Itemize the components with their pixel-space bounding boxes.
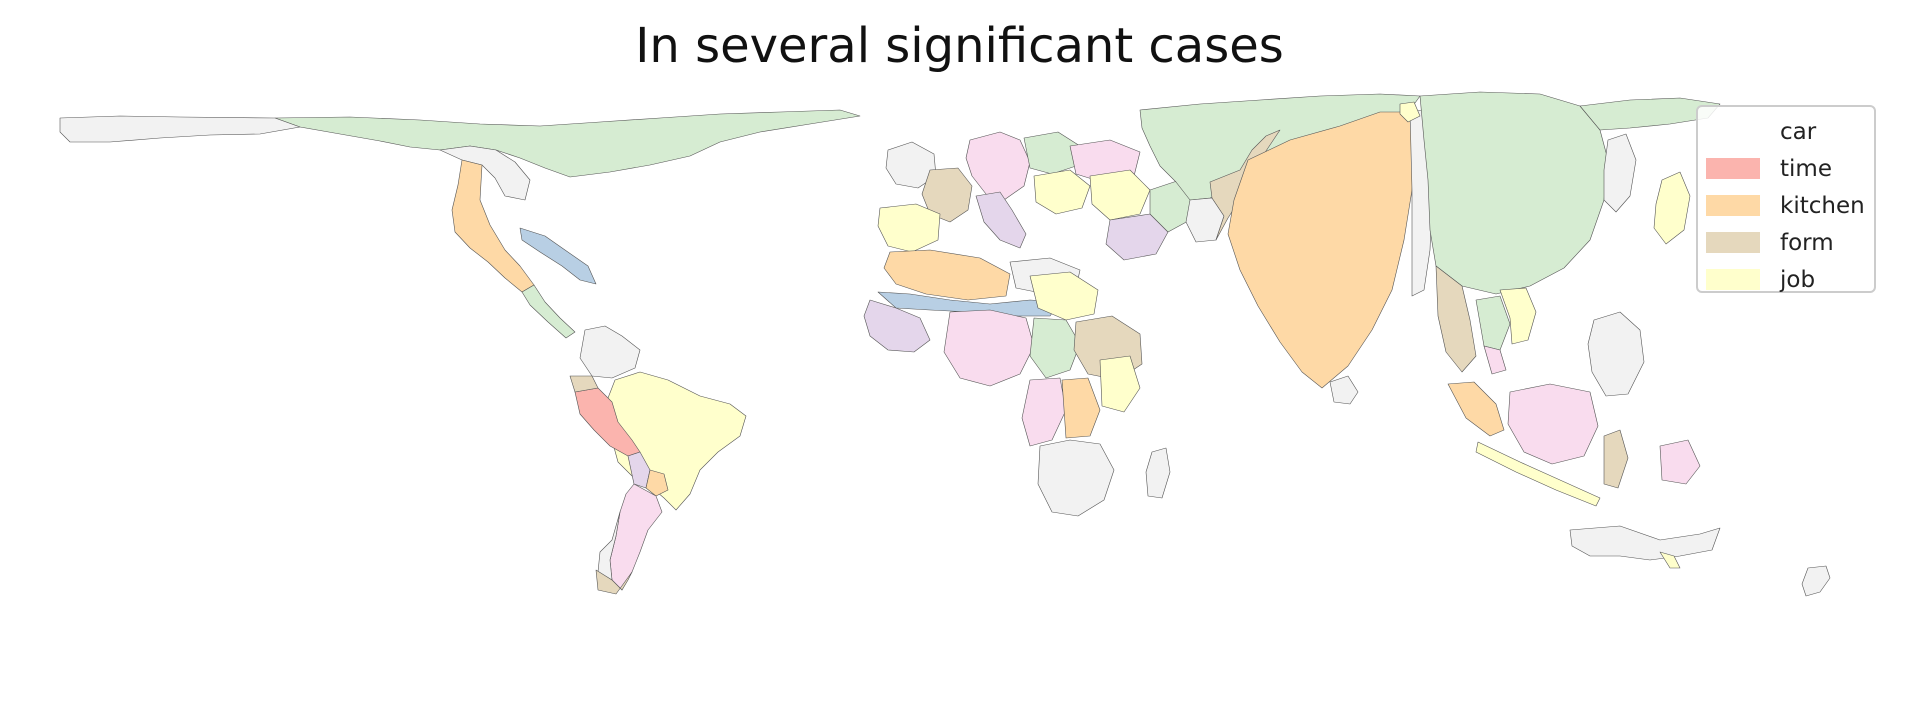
- region-argentina: [609, 483, 663, 591]
- region-philippines: [1587, 311, 1645, 397]
- legend-swatch-car: [1706, 121, 1760, 142]
- region-tasmania: [1659, 551, 1681, 569]
- region-canada: [274, 109, 861, 178]
- region-new-zealand: [1801, 565, 1831, 597]
- map-title: In several significant cases: [635, 18, 1284, 74]
- legend-label-job: job: [1780, 266, 1816, 293]
- region-north-south-america: [579, 325, 641, 379]
- region-png: [1659, 439, 1701, 485]
- region-sri-lanka: [1329, 375, 1359, 405]
- region-morocco-algeria: [883, 249, 1011, 301]
- region-east-africa: [1029, 317, 1081, 379]
- region-alaska: [59, 115, 301, 143]
- region-southern-africa: [1037, 439, 1115, 517]
- region-iberia: [877, 203, 941, 253]
- region-vietnam: [1499, 287, 1537, 345]
- region-thailand: [1475, 295, 1511, 351]
- region-caribbean: [519, 227, 597, 285]
- region-malaysia: [1447, 381, 1505, 437]
- region-france: [921, 167, 973, 223]
- region-west-africa: [863, 299, 931, 353]
- legend-swatch-time: [1706, 158, 1760, 179]
- legend-item-form: form: [1706, 224, 1866, 261]
- legend-item-car: car: [1706, 113, 1866, 150]
- region-indonesia-chain: [1475, 441, 1601, 507]
- region-nigeria: [943, 309, 1035, 387]
- region-india: [1227, 111, 1417, 389]
- region-sulawesi: [1603, 429, 1629, 489]
- legend-label-time: time: [1780, 155, 1832, 182]
- region-bhutan: [1399, 101, 1421, 123]
- region-balkans: [1033, 169, 1091, 215]
- region-australia: [1569, 525, 1721, 561]
- legend-swatch-kitchen: [1706, 195, 1760, 216]
- region-japan: [1653, 171, 1691, 245]
- legend-swatch-job: [1706, 269, 1760, 290]
- region-horn: [1099, 355, 1141, 413]
- legend-label-form: form: [1780, 229, 1834, 256]
- region-central-africa: [1021, 377, 1067, 447]
- region-scandinavia: [965, 131, 1031, 201]
- legend-swatch-form: [1706, 232, 1760, 253]
- legend-label-car: car: [1780, 118, 1817, 145]
- region-myanmar: [1435, 265, 1477, 373]
- region-tierra-del-fuego: [595, 569, 633, 595]
- region-chile: [597, 511, 621, 581]
- region-ecuador-colombia: [569, 375, 599, 393]
- region-central-america: [521, 284, 576, 339]
- legend-item-kitchen: kitchen: [1706, 187, 1866, 224]
- legend-item-job: job: [1706, 261, 1866, 298]
- map-legend: car time kitchen form job: [1696, 105, 1876, 293]
- region-korea-japan: [1603, 133, 1637, 213]
- legend-label-kitchen: kitchen: [1780, 192, 1865, 219]
- region-madagascar: [1145, 447, 1171, 499]
- region-cambodia: [1483, 345, 1507, 375]
- legend-item-time: time: [1706, 150, 1866, 187]
- region-tanzania: [1061, 377, 1101, 439]
- region-italy: [975, 191, 1027, 249]
- region-china: [1419, 91, 1609, 295]
- region-ethiopia: [1029, 271, 1099, 321]
- region-indonesia-borneo: [1507, 383, 1599, 465]
- region-eastern-europe: [1089, 169, 1151, 221]
- region-paraguay: [645, 469, 669, 497]
